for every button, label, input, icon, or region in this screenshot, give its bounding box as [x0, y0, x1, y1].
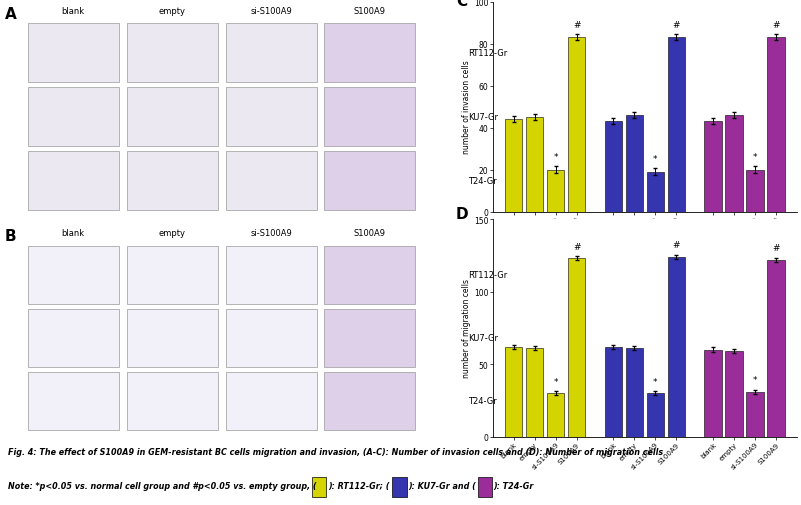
Text: blank: blank	[62, 7, 85, 16]
Text: RT112-Gr: RT112-Gr	[468, 49, 507, 58]
FancyBboxPatch shape	[28, 152, 119, 210]
Bar	[668, 258, 685, 437]
Bar	[726, 351, 743, 437]
Text: empty: empty	[159, 229, 186, 238]
Text: C: C	[456, 0, 467, 9]
Bar	[704, 122, 722, 212]
FancyBboxPatch shape	[226, 246, 316, 304]
FancyBboxPatch shape	[127, 88, 218, 146]
Text: si-S100A9: si-S100A9	[250, 7, 292, 16]
Text: *: *	[653, 155, 658, 164]
Bar	[704, 350, 722, 437]
Text: empty: empty	[159, 7, 186, 16]
Bar	[605, 122, 622, 212]
FancyBboxPatch shape	[127, 372, 218, 430]
Text: Fig. 4: The effect of S100A9 in GEM-resistant BC cells migration and invasion, (: Fig. 4: The effect of S100A9 in GEM-resi…	[8, 447, 663, 456]
Text: #: #	[673, 21, 680, 30]
Bar	[646, 172, 664, 212]
Text: T24-Gr: T24-Gr	[468, 177, 497, 185]
Y-axis label: number of invasion cells: number of invasion cells	[462, 61, 471, 154]
Bar	[505, 120, 522, 212]
Bar	[568, 259, 586, 437]
Text: RT112-Gr: RT112-Gr	[468, 271, 507, 280]
Bar	[526, 348, 543, 437]
Bar	[547, 393, 564, 437]
FancyBboxPatch shape	[28, 372, 119, 430]
Text: B: B	[5, 229, 16, 244]
FancyBboxPatch shape	[28, 88, 119, 146]
Text: *: *	[553, 153, 557, 162]
FancyBboxPatch shape	[324, 246, 416, 304]
Text: *: *	[753, 153, 757, 162]
FancyBboxPatch shape	[324, 24, 416, 83]
Bar	[605, 347, 622, 437]
FancyBboxPatch shape	[28, 24, 119, 83]
Text: *: *	[553, 377, 557, 386]
Bar	[568, 38, 586, 212]
Bar	[747, 170, 763, 212]
Text: #: #	[673, 241, 680, 249]
Text: Note: *p<0.05 vs. normal cell group and #p<0.05 vs. empty group, (: Note: *p<0.05 vs. normal cell group and …	[8, 481, 316, 490]
FancyBboxPatch shape	[127, 24, 218, 83]
Bar	[767, 38, 785, 212]
Text: KU7-Gr: KU7-Gr	[468, 334, 498, 343]
FancyBboxPatch shape	[324, 309, 416, 367]
Text: #: #	[772, 21, 779, 30]
Text: ): T24-Gr: ): T24-Gr	[493, 481, 534, 490]
Bar	[626, 116, 643, 212]
Bar	[747, 392, 763, 437]
Bar	[646, 393, 664, 437]
FancyBboxPatch shape	[28, 246, 119, 304]
Text: D: D	[456, 207, 469, 222]
Text: ): RT112-Gr; (: ): RT112-Gr; (	[328, 481, 389, 490]
FancyBboxPatch shape	[324, 152, 416, 210]
Bar	[626, 348, 643, 437]
Text: #: #	[772, 243, 779, 252]
Bar	[547, 170, 564, 212]
Text: S100A9: S100A9	[354, 7, 386, 16]
Text: #: #	[573, 242, 581, 251]
Y-axis label: number of migration cells: number of migration cells	[462, 279, 471, 378]
Text: *: *	[753, 375, 757, 384]
FancyBboxPatch shape	[127, 246, 218, 304]
Bar	[767, 260, 785, 437]
FancyBboxPatch shape	[226, 309, 316, 367]
FancyBboxPatch shape	[312, 477, 327, 497]
Text: T24-Gr: T24-Gr	[468, 396, 497, 406]
Text: S100A9: S100A9	[354, 229, 386, 238]
FancyBboxPatch shape	[324, 372, 416, 430]
FancyBboxPatch shape	[127, 152, 218, 210]
Text: A: A	[5, 7, 17, 22]
Text: *: *	[653, 377, 658, 386]
Text: #: #	[573, 21, 581, 30]
FancyBboxPatch shape	[226, 152, 316, 210]
FancyBboxPatch shape	[226, 88, 316, 146]
FancyBboxPatch shape	[28, 309, 119, 367]
Text: ): KU7-Gr and (: ): KU7-Gr and (	[409, 481, 477, 490]
FancyBboxPatch shape	[324, 88, 416, 146]
FancyBboxPatch shape	[392, 477, 407, 497]
Bar	[505, 347, 522, 437]
FancyBboxPatch shape	[477, 477, 492, 497]
Bar	[726, 116, 743, 212]
Bar	[668, 38, 685, 212]
Text: si-S100A9: si-S100A9	[250, 229, 292, 238]
Text: KU7-Gr: KU7-Gr	[468, 113, 498, 122]
FancyBboxPatch shape	[226, 372, 316, 430]
Bar	[526, 118, 543, 212]
Text: blank: blank	[62, 229, 85, 238]
FancyBboxPatch shape	[127, 309, 218, 367]
FancyBboxPatch shape	[226, 24, 316, 83]
